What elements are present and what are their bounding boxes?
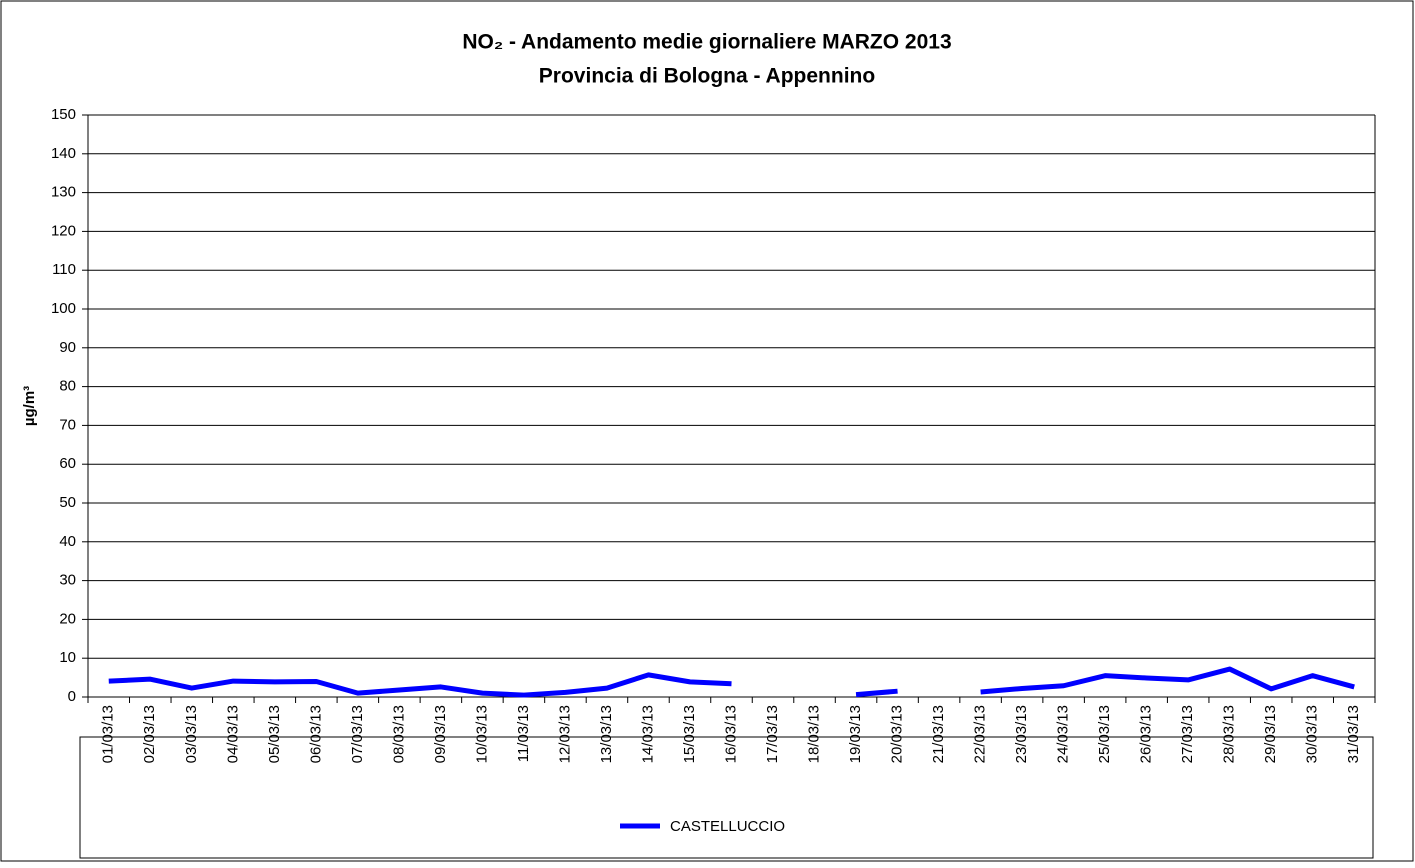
x-tick-label: 23/03/13	[1013, 705, 1030, 763]
x-tick-label: 12/03/13	[556, 705, 573, 763]
y-tick-label: 130	[51, 184, 76, 201]
y-tick-label: 60	[59, 455, 76, 472]
x-tick-label: 30/03/13	[1304, 705, 1321, 763]
y-tick-label: 80	[59, 378, 76, 395]
y-tick-label: 140	[51, 145, 76, 162]
x-tick-label: 11/03/13	[515, 705, 532, 762]
y-tick-label: 30	[59, 572, 76, 589]
y-tick-label: 0	[68, 688, 76, 705]
x-tick-label: 29/03/13	[1262, 705, 1279, 763]
y-tick-label: 110	[52, 261, 76, 278]
x-tick-label: 25/03/13	[1096, 705, 1113, 763]
x-tick-label: 20/03/13	[889, 705, 906, 763]
y-tick-label: 10	[59, 649, 76, 666]
x-tick-label: 16/03/13	[722, 705, 739, 763]
x-tick-label: 19/03/13	[847, 705, 864, 763]
y-tick-label: 100	[51, 300, 76, 317]
x-tick-label: 01/03/13	[100, 705, 117, 763]
x-tick-label: 06/03/13	[307, 705, 324, 763]
chart-subtitle: Provincia di Bologna - Appennino	[539, 65, 875, 88]
x-tick-label: 08/03/13	[390, 705, 407, 763]
x-tick-label: 24/03/13	[1055, 705, 1072, 763]
chart-title: NO₂ - Andamento medie giornaliere MARZO …	[462, 31, 951, 54]
x-tick-label: 04/03/13	[224, 705, 241, 763]
x-tick-label: 26/03/13	[1138, 705, 1155, 763]
x-tick-label: 10/03/13	[473, 705, 490, 763]
x-tick-label: 02/03/13	[141, 705, 158, 763]
x-tick-label: 14/03/13	[639, 705, 656, 763]
y-tick-label: 120	[51, 222, 76, 239]
x-tick-label: 28/03/13	[1221, 705, 1238, 763]
y-tick-label: 90	[59, 339, 76, 356]
x-tick-label: 17/03/13	[764, 705, 781, 763]
x-tick-label: 09/03/13	[432, 705, 449, 763]
x-tick-label: 21/03/13	[930, 705, 947, 763]
y-tick-label: 150	[51, 106, 76, 123]
x-tick-label: 07/03/13	[349, 705, 366, 763]
x-tick-label: 15/03/13	[681, 705, 698, 763]
y-tick-label: 50	[59, 494, 76, 511]
y-tick-label: 40	[59, 533, 76, 550]
x-tick-label: 27/03/13	[1179, 705, 1196, 763]
legend-label: CASTELLUCCIO	[670, 818, 785, 835]
series-line	[108, 666, 1355, 698]
y-tick-label: 20	[59, 610, 76, 627]
legend-box	[79, 736, 1374, 859]
y-tick-label: 70	[59, 416, 76, 433]
x-tick-label: 18/03/13	[806, 705, 823, 763]
x-tick-label: 05/03/13	[266, 705, 283, 763]
x-tick-label: 22/03/13	[972, 705, 989, 763]
x-tick-label: 13/03/13	[598, 705, 615, 763]
x-tick-label: 03/03/13	[183, 705, 200, 763]
y-axis-label: µg/m³	[21, 386, 38, 426]
x-tick-label: 31/03/13	[1345, 705, 1362, 763]
